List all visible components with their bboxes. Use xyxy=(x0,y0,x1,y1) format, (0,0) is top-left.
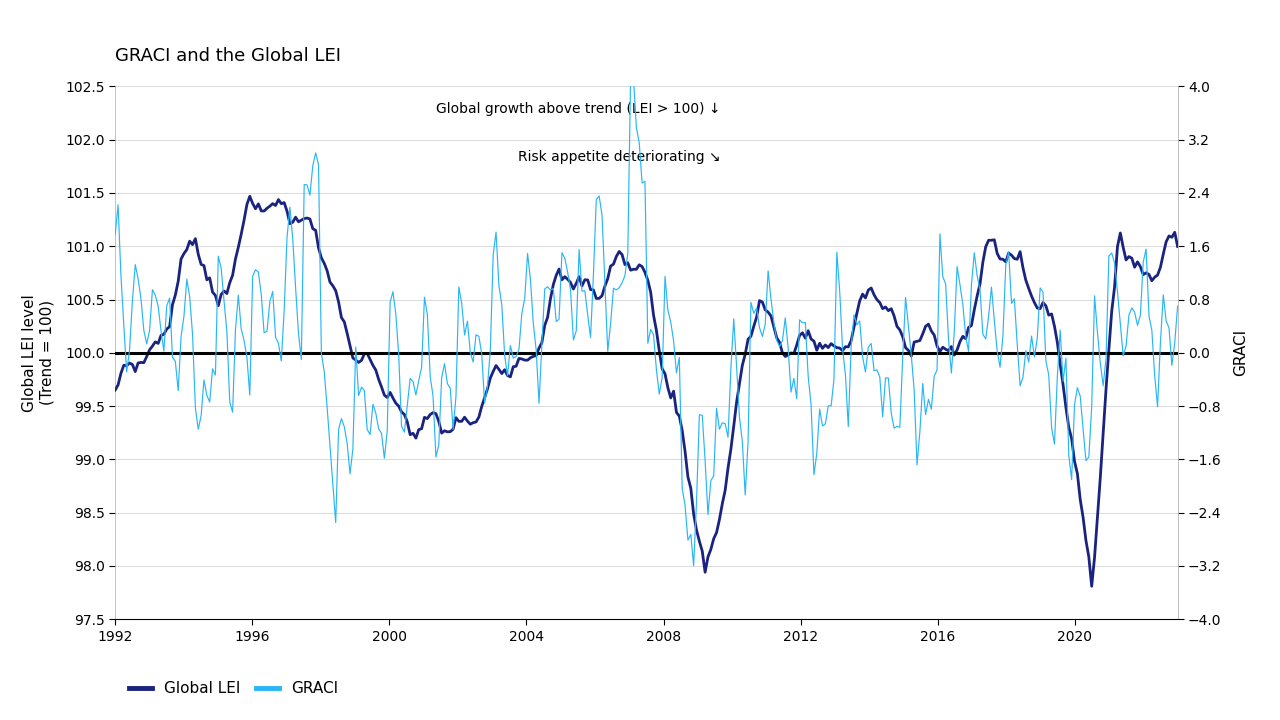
Text: Global growth above trend (LEI > 100) ↓: Global growth above trend (LEI > 100) ↓ xyxy=(436,102,721,117)
Legend: Global LEI, GRACI: Global LEI, GRACI xyxy=(123,675,344,702)
Y-axis label: Global LEI level
(Trend = 100): Global LEI level (Trend = 100) xyxy=(22,294,54,412)
Text: Risk appetite deteriorating ↘: Risk appetite deteriorating ↘ xyxy=(518,150,721,164)
Text: GRACI and the Global LEI: GRACI and the Global LEI xyxy=(115,47,342,65)
Y-axis label: GRACI: GRACI xyxy=(1233,329,1248,377)
